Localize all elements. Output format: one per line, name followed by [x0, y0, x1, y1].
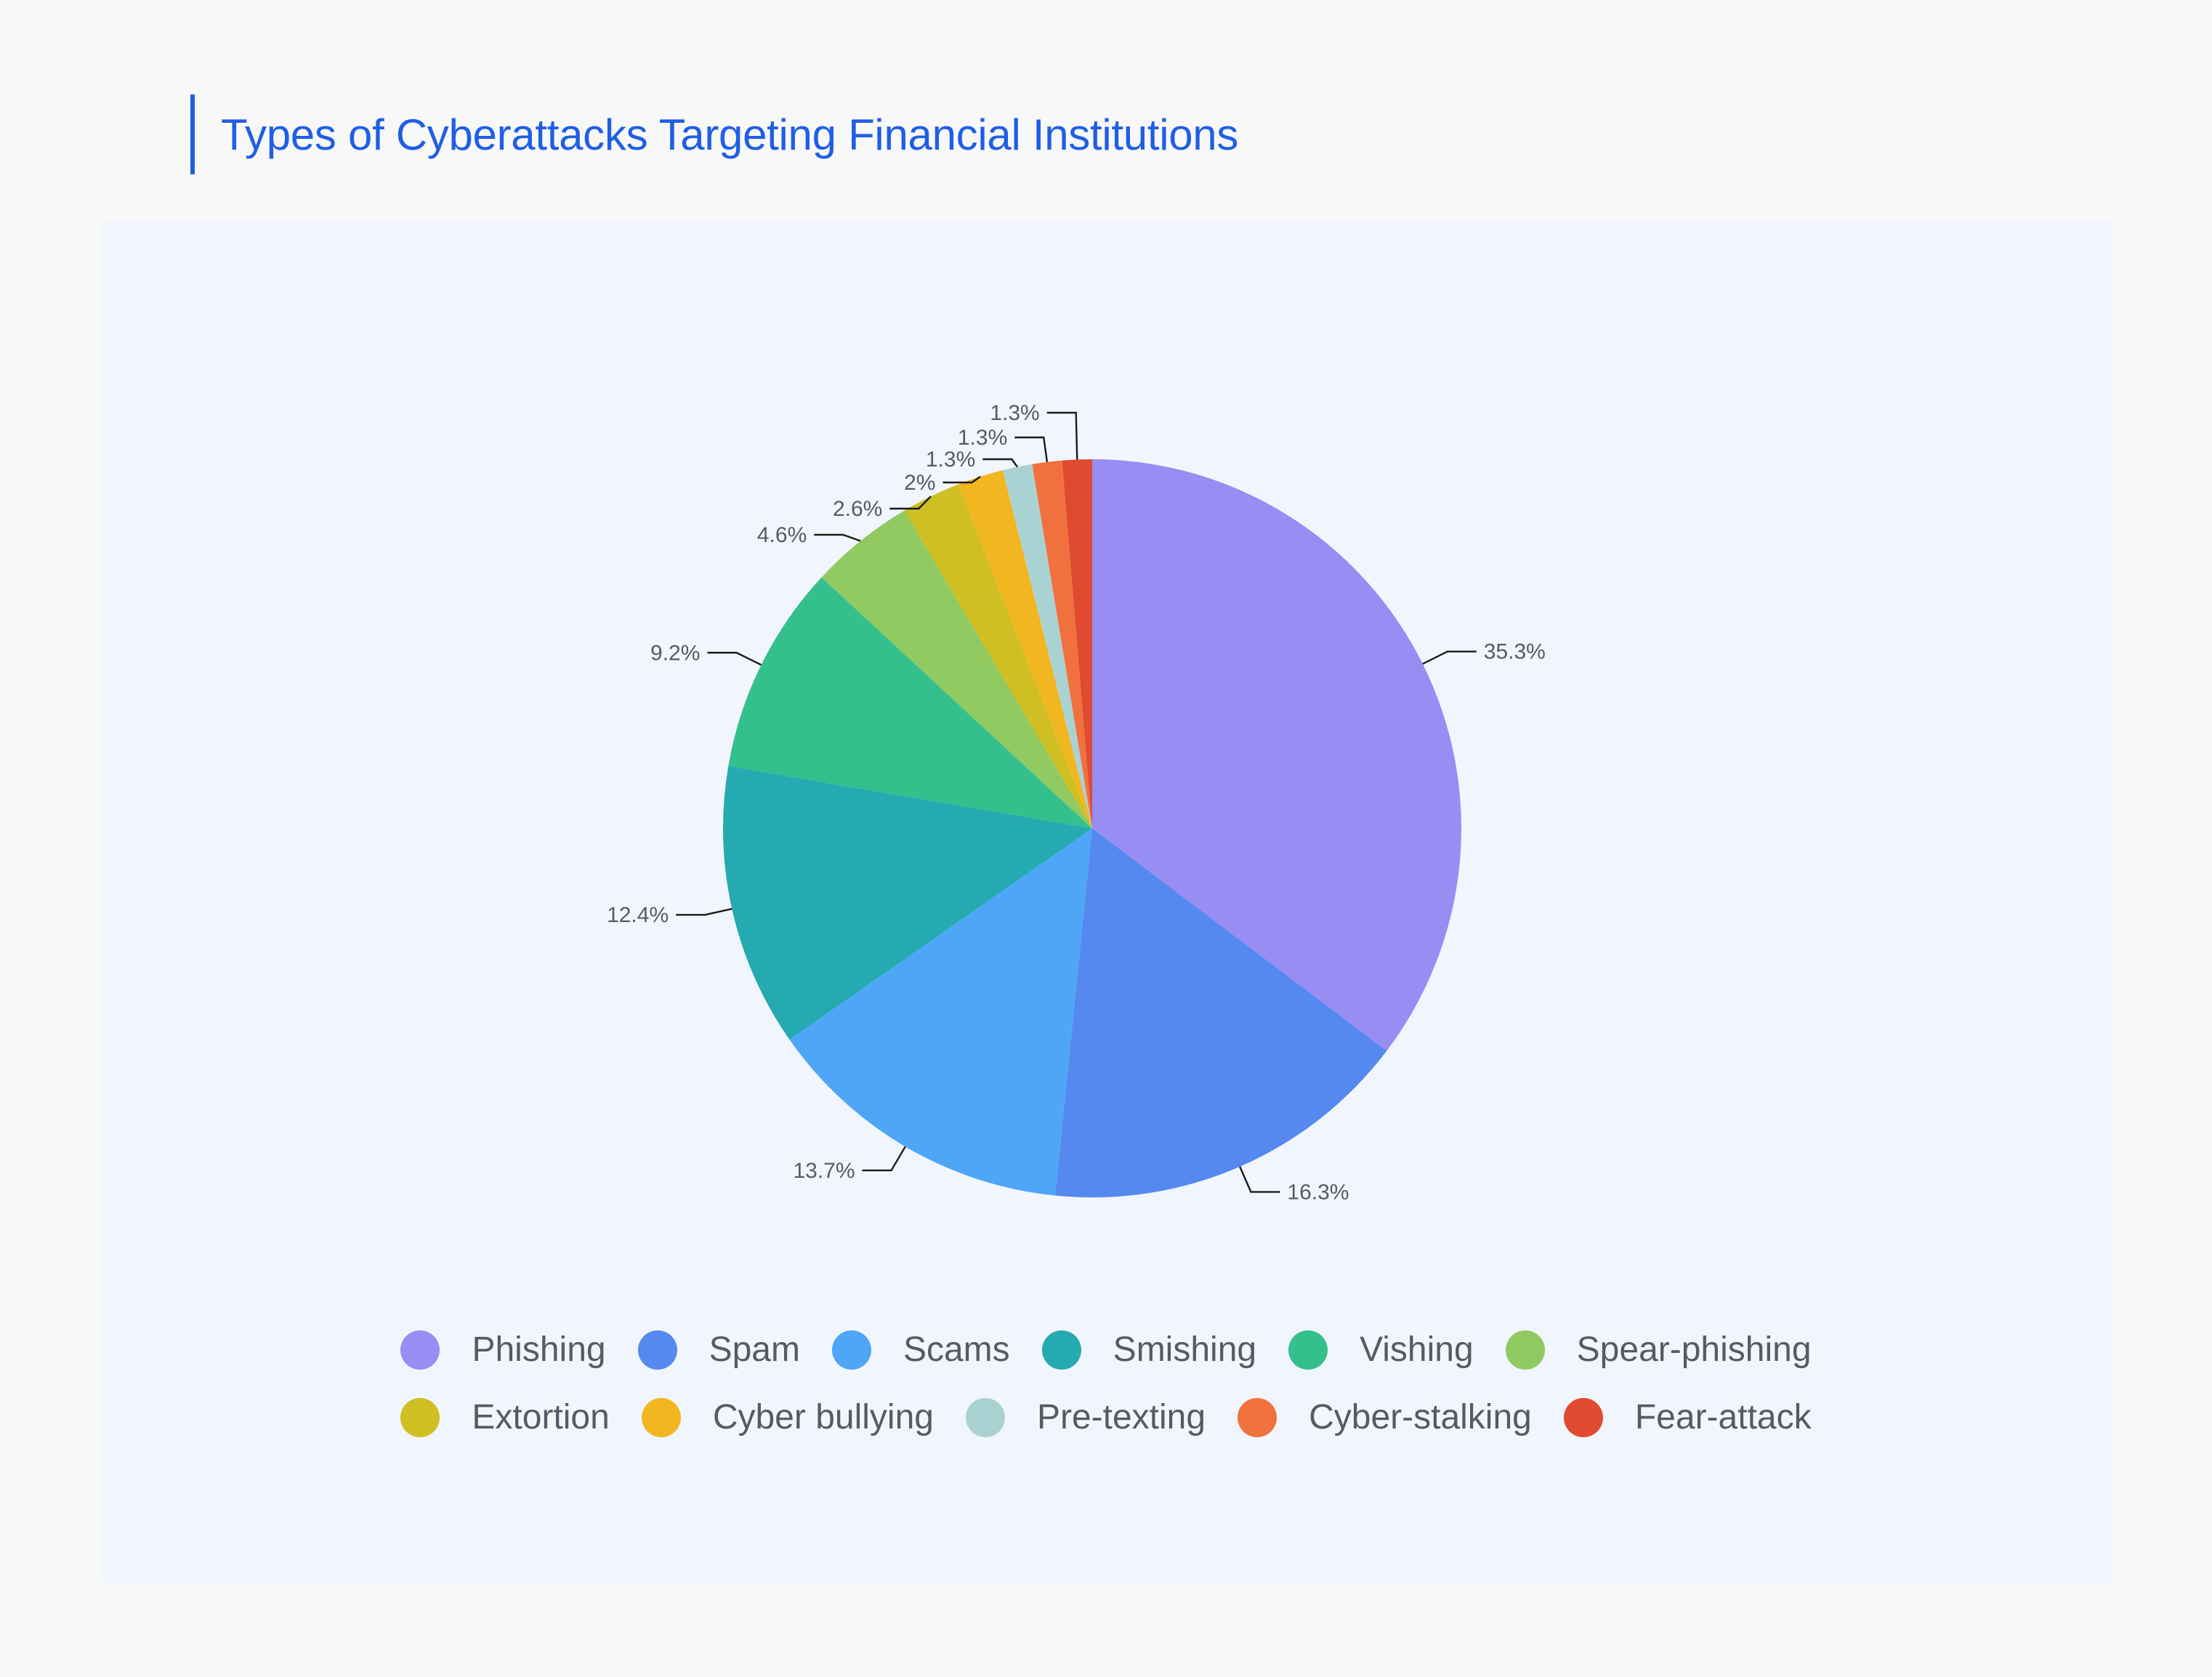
leader-line-spear-phishing	[814, 533, 861, 542]
legend-swatch-icon	[1041, 1330, 1081, 1370]
legend-swatch-icon	[641, 1397, 681, 1437]
legend-item-scams[interactable]: Scams	[831, 1330, 1010, 1370]
data-label-fear-attack: 1.3%	[990, 401, 1039, 425]
data-label-cyber-stalking: 1.3%	[958, 426, 1007, 450]
leader-line-cyber-bullying	[942, 475, 981, 484]
pie-slice-vishing[interactable]	[728, 577, 1092, 828]
pie-slice-phishing[interactable]	[1092, 459, 1461, 1051]
leader-line-smishing	[676, 908, 732, 916]
legend-swatch-icon	[637, 1330, 677, 1370]
legend-row-2: Extortion Cyber bullying Pre-texting Cyber-…	[400, 1397, 1812, 1437]
legend-item-spam[interactable]: Spam	[637, 1330, 800, 1370]
legend-item-pre-texting[interactable]: Pre-texting	[965, 1397, 1206, 1437]
pie-slices	[723, 459, 1461, 1197]
pie-slice-extortion[interactable]	[904, 484, 1092, 828]
legend-label: Vishing	[1360, 1330, 1474, 1369]
legend-swatch-icon	[1288, 1330, 1328, 1370]
data-label-extortion: 2.6%	[833, 497, 882, 521]
legend-item-fear-attack[interactable]: Fear-attack	[1563, 1397, 1812, 1437]
data-label-spear-phishing: 4.6%	[757, 523, 807, 547]
legend-label: Extortion	[472, 1398, 610, 1436]
leader-line-vishing	[707, 652, 762, 666]
data-label-scams: 13.7%	[793, 1159, 855, 1183]
legend-swatch-icon	[1563, 1397, 1603, 1437]
pie-slice-spam[interactable]	[1055, 828, 1387, 1197]
legend-swatch-icon	[400, 1397, 440, 1437]
data-label-smishing: 12.4%	[607, 903, 669, 927]
legend-item-phishing[interactable]: Phishing	[400, 1330, 606, 1370]
legend-label: Cyber-stalking	[1309, 1398, 1532, 1436]
legend-item-extortion[interactable]: Extortion	[400, 1397, 610, 1437]
legend-label: Scams	[903, 1330, 1010, 1369]
legend-label: Phishing	[472, 1330, 606, 1369]
data-label-pre-texting: 1.3%	[926, 448, 975, 472]
legend-swatch-icon	[400, 1330, 440, 1370]
pie-slice-fear-attack[interactable]	[1062, 459, 1092, 828]
legend-label: Cyber bullying	[712, 1398, 934, 1436]
legend: Phishing Spam Scams Smishing Vishing Spear-ph…	[0, 1330, 2212, 1437]
legend-label: Spam	[709, 1330, 800, 1369]
pie-slice-pre-texting[interactable]	[1002, 464, 1092, 828]
leader-line-fear-attack	[1046, 411, 1078, 460]
legend-swatch-icon	[1238, 1397, 1277, 1437]
leader-line-cyber-stalking	[1014, 436, 1049, 462]
pie-slice-smishing[interactable]	[723, 766, 1092, 1040]
title-accent-bar: Types of Cyberattacks Targeting Financia…	[190, 94, 1238, 174]
leader-line-phishing	[1422, 650, 1477, 665]
pie-slice-cyber-stalking[interactable]	[1032, 460, 1092, 828]
legend-item-smishing[interactable]: Smishing	[1041, 1330, 1257, 1370]
pie-slice-spear-phishing[interactable]	[821, 510, 1092, 828]
legend-swatch-icon	[965, 1397, 1005, 1437]
leader-lines	[676, 411, 1477, 1193]
data-label-phishing: 35.3%	[1484, 640, 1546, 664]
legend-swatch-icon	[1505, 1330, 1545, 1370]
data-label-vishing: 9.2%	[650, 641, 700, 665]
legend-label: Smishing	[1113, 1330, 1257, 1369]
data-label-cyber-bullying: 2%	[904, 471, 935, 495]
legend-item-spear-phishing[interactable]: Spear-phishing	[1505, 1330, 1812, 1370]
legend-label: Spear-phishing	[1576, 1330, 1812, 1369]
legend-label: Fear-attack	[1634, 1398, 1812, 1436]
data-label-spam: 16.3%	[1287, 1180, 1349, 1204]
leader-line-pre-texting	[982, 458, 1018, 468]
legend-row-1: Phishing Spam Scams Smishing Vishing Spear-ph…	[400, 1330, 1812, 1370]
legend-item-cyber-bullying[interactable]: Cyber bullying	[641, 1397, 934, 1437]
legend-item-vishing[interactable]: Vishing	[1288, 1330, 1474, 1370]
chart-title: Types of Cyberattacks Targeting Financia…	[221, 110, 1239, 159]
legend-label: Pre-texting	[1036, 1398, 1206, 1436]
leader-line-spam	[1239, 1166, 1280, 1193]
pie-slice-cyber-bullying[interactable]	[958, 470, 1092, 828]
data-labels: 35.3%16.3%13.7%12.4%9.2%4.6%2.6%2%1.3%1.…	[607, 401, 1546, 1204]
legend-swatch-icon	[831, 1330, 871, 1370]
legend-item-cyber-stalking[interactable]: Cyber-stalking	[1238, 1397, 1532, 1437]
leader-line-scams	[862, 1146, 906, 1172]
pie-slice-scams[interactable]	[789, 828, 1092, 1196]
leader-line-extortion	[889, 496, 932, 510]
